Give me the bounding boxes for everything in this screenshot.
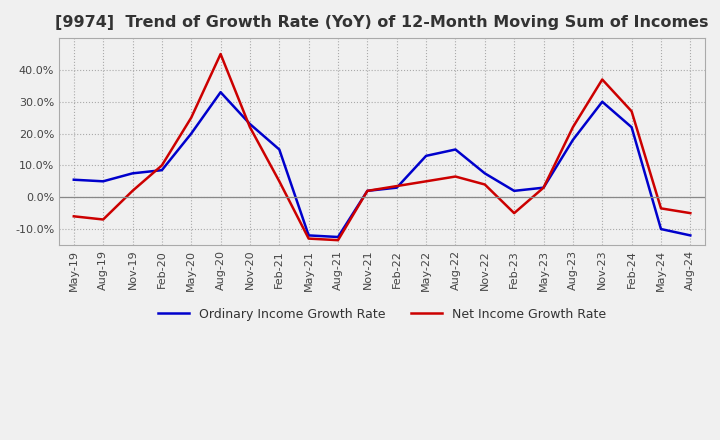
- Net Income Growth Rate: [598, 77, 606, 82]
- Net Income Growth Rate: [333, 238, 342, 243]
- Net Income Growth Rate: [275, 179, 284, 184]
- Ordinary Income Growth Rate: [333, 235, 342, 240]
- Ordinary Income Growth Rate: [187, 131, 196, 136]
- Net Income Growth Rate: [305, 236, 313, 241]
- Net Income Growth Rate: [627, 109, 636, 114]
- Net Income Growth Rate: [569, 125, 577, 130]
- Line: Ordinary Income Growth Rate: Ordinary Income Growth Rate: [73, 92, 690, 237]
- Ordinary Income Growth Rate: [569, 137, 577, 143]
- Net Income Growth Rate: [187, 115, 196, 120]
- Ordinary Income Growth Rate: [598, 99, 606, 104]
- Ordinary Income Growth Rate: [246, 121, 254, 127]
- Ordinary Income Growth Rate: [422, 153, 431, 158]
- Net Income Growth Rate: [480, 182, 489, 187]
- Net Income Growth Rate: [392, 183, 401, 189]
- Net Income Growth Rate: [657, 206, 665, 211]
- Legend: Ordinary Income Growth Rate, Net Income Growth Rate: Ordinary Income Growth Rate, Net Income …: [153, 303, 611, 326]
- Ordinary Income Growth Rate: [480, 171, 489, 176]
- Net Income Growth Rate: [363, 188, 372, 194]
- Line: Net Income Growth Rate: Net Income Growth Rate: [73, 54, 690, 240]
- Ordinary Income Growth Rate: [451, 147, 460, 152]
- Ordinary Income Growth Rate: [69, 177, 78, 182]
- Net Income Growth Rate: [686, 210, 695, 216]
- Net Income Growth Rate: [69, 214, 78, 219]
- Title: [9974]  Trend of Growth Rate (YoY) of 12-Month Moving Sum of Incomes: [9974] Trend of Growth Rate (YoY) of 12-…: [55, 15, 708, 30]
- Ordinary Income Growth Rate: [275, 147, 284, 152]
- Ordinary Income Growth Rate: [392, 185, 401, 191]
- Ordinary Income Growth Rate: [539, 185, 548, 191]
- Net Income Growth Rate: [451, 174, 460, 179]
- Net Income Growth Rate: [216, 51, 225, 57]
- Ordinary Income Growth Rate: [510, 188, 518, 194]
- Ordinary Income Growth Rate: [657, 227, 665, 232]
- Net Income Growth Rate: [539, 185, 548, 191]
- Net Income Growth Rate: [422, 179, 431, 184]
- Ordinary Income Growth Rate: [305, 233, 313, 238]
- Ordinary Income Growth Rate: [158, 168, 166, 173]
- Ordinary Income Growth Rate: [363, 188, 372, 194]
- Ordinary Income Growth Rate: [627, 125, 636, 130]
- Ordinary Income Growth Rate: [128, 171, 137, 176]
- Net Income Growth Rate: [510, 210, 518, 216]
- Ordinary Income Growth Rate: [686, 233, 695, 238]
- Ordinary Income Growth Rate: [99, 179, 107, 184]
- Net Income Growth Rate: [128, 188, 137, 194]
- Net Income Growth Rate: [99, 217, 107, 222]
- Net Income Growth Rate: [158, 163, 166, 168]
- Net Income Growth Rate: [246, 125, 254, 130]
- Ordinary Income Growth Rate: [216, 90, 225, 95]
